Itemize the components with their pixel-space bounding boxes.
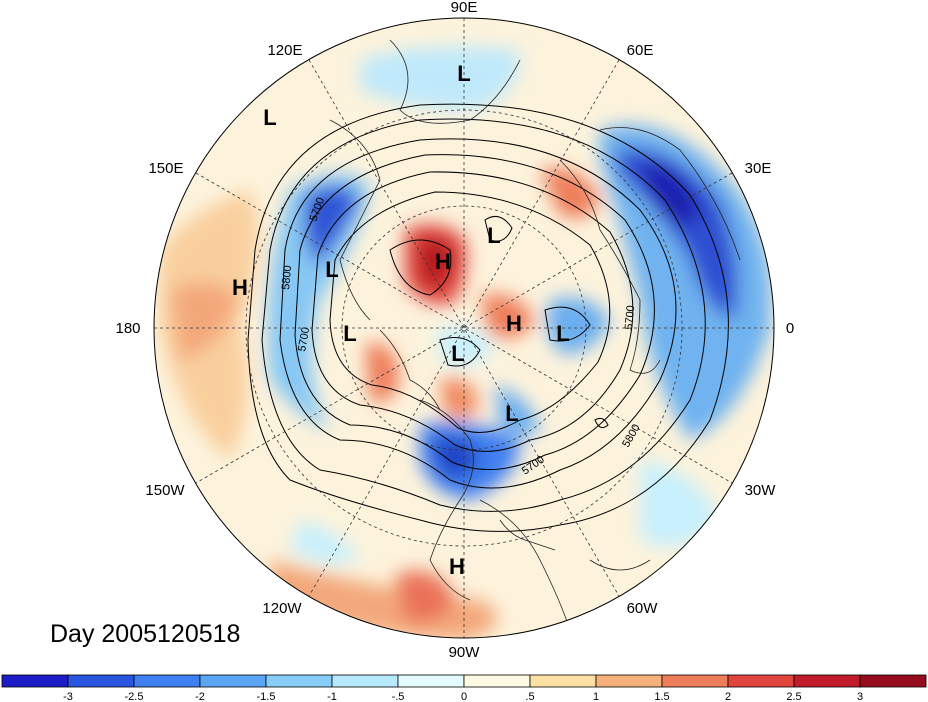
colorbar-box	[529, 674, 597, 688]
lon-label-60w: 60W	[627, 600, 659, 617]
colorbar-tick-label: 1	[593, 691, 599, 702]
lon-label-90w: 90W	[449, 644, 481, 661]
colorbar-ticks: -3 -2.5 -2 -1.5 -1 -.5 0 .5 1 1.5 2 2.5 3	[63, 691, 863, 702]
map-boundary	[153, 17, 775, 639]
lon-label-150w: 150W	[145, 482, 185, 499]
low-pressure-marker: L	[457, 61, 470, 86]
lon-label-90e: 90E	[451, 0, 478, 16]
colorbar-box	[859, 674, 927, 688]
high-pressure-marker: H	[449, 554, 465, 579]
low-pressure-marker: L	[451, 341, 464, 366]
polar-stereographic-map: 90E 60E 30E 0 30W 60W 90W 120W 150W 180 …	[115, 0, 794, 661]
colorbar-tick-label: -3	[63, 691, 73, 702]
day-label: Day 2005120518	[50, 620, 241, 648]
colorbar-box	[133, 674, 201, 688]
low-pressure-marker: L	[505, 401, 518, 426]
colorbar-tick-label: 3	[857, 691, 863, 702]
colorbar-tick-label: -.5	[392, 691, 405, 702]
pressure-centers: L L L L L L L L H H H H	[232, 61, 570, 579]
low-pressure-marker: L	[487, 223, 500, 248]
low-pressure-marker: L	[343, 321, 356, 346]
colorbar-tick-label: 1.5	[654, 691, 669, 702]
lon-label-0: 0	[786, 320, 794, 337]
colorbar-box	[463, 674, 531, 688]
lon-label-30w: 30W	[745, 482, 777, 499]
lon-label-120e: 120E	[267, 42, 302, 59]
colorbar-tick-label: -1	[327, 691, 337, 702]
lon-label-60e: 60E	[627, 42, 654, 59]
geopotential-contours	[247, 103, 729, 532]
colorbar-box	[595, 674, 663, 688]
colorbar-box	[67, 674, 135, 688]
lon-label-180: 180	[115, 320, 140, 337]
colorbar-boxes	[1, 674, 927, 688]
lon-label-30e: 30E	[745, 160, 772, 177]
high-pressure-marker: H	[435, 249, 451, 274]
colorbar-box	[793, 674, 861, 688]
colorbar-tick-label: -1.5	[257, 691, 276, 702]
colorbar-tick-label: 2	[725, 691, 731, 702]
longitude-labels: 90E 60E 30E 0 30W 60W 90W 120W 150W 180 …	[115, 0, 794, 661]
low-pressure-marker: L	[263, 105, 276, 130]
colorbar-box	[265, 674, 333, 688]
contour-label: 5700	[623, 305, 637, 330]
colorbar-box	[331, 674, 399, 688]
colorbar-box	[661, 674, 729, 688]
low-pressure-marker: L	[556, 321, 569, 346]
low-pressure-marker: L	[325, 257, 338, 282]
lon-label-150e: 150E	[148, 160, 183, 177]
lon-label-120w: 120W	[262, 600, 302, 617]
colorbar-tick-label: -2.5	[125, 691, 144, 702]
colorbar-tick-label: 2.5	[786, 691, 801, 702]
colorbar: -3 -2.5 -2 -1.5 -1 -.5 0 .5 1 1.5 2 2.5 3	[1, 674, 927, 702]
colorbar-tick-label: .5	[525, 691, 534, 702]
graticule	[154, 18, 774, 638]
high-pressure-marker: H	[232, 275, 248, 300]
colorbar-tick-label: -2	[195, 691, 205, 702]
high-pressure-marker: H	[506, 311, 522, 336]
contour-label: 5700	[296, 326, 312, 352]
colorbar-box	[397, 674, 465, 688]
colorbar-box	[199, 674, 267, 688]
coastlines	[329, 39, 741, 631]
colorbar-box	[1, 674, 69, 688]
contour-label: 5800	[280, 265, 294, 290]
colorbar-box	[727, 674, 795, 688]
colorbar-tick-label: 0	[461, 691, 467, 702]
